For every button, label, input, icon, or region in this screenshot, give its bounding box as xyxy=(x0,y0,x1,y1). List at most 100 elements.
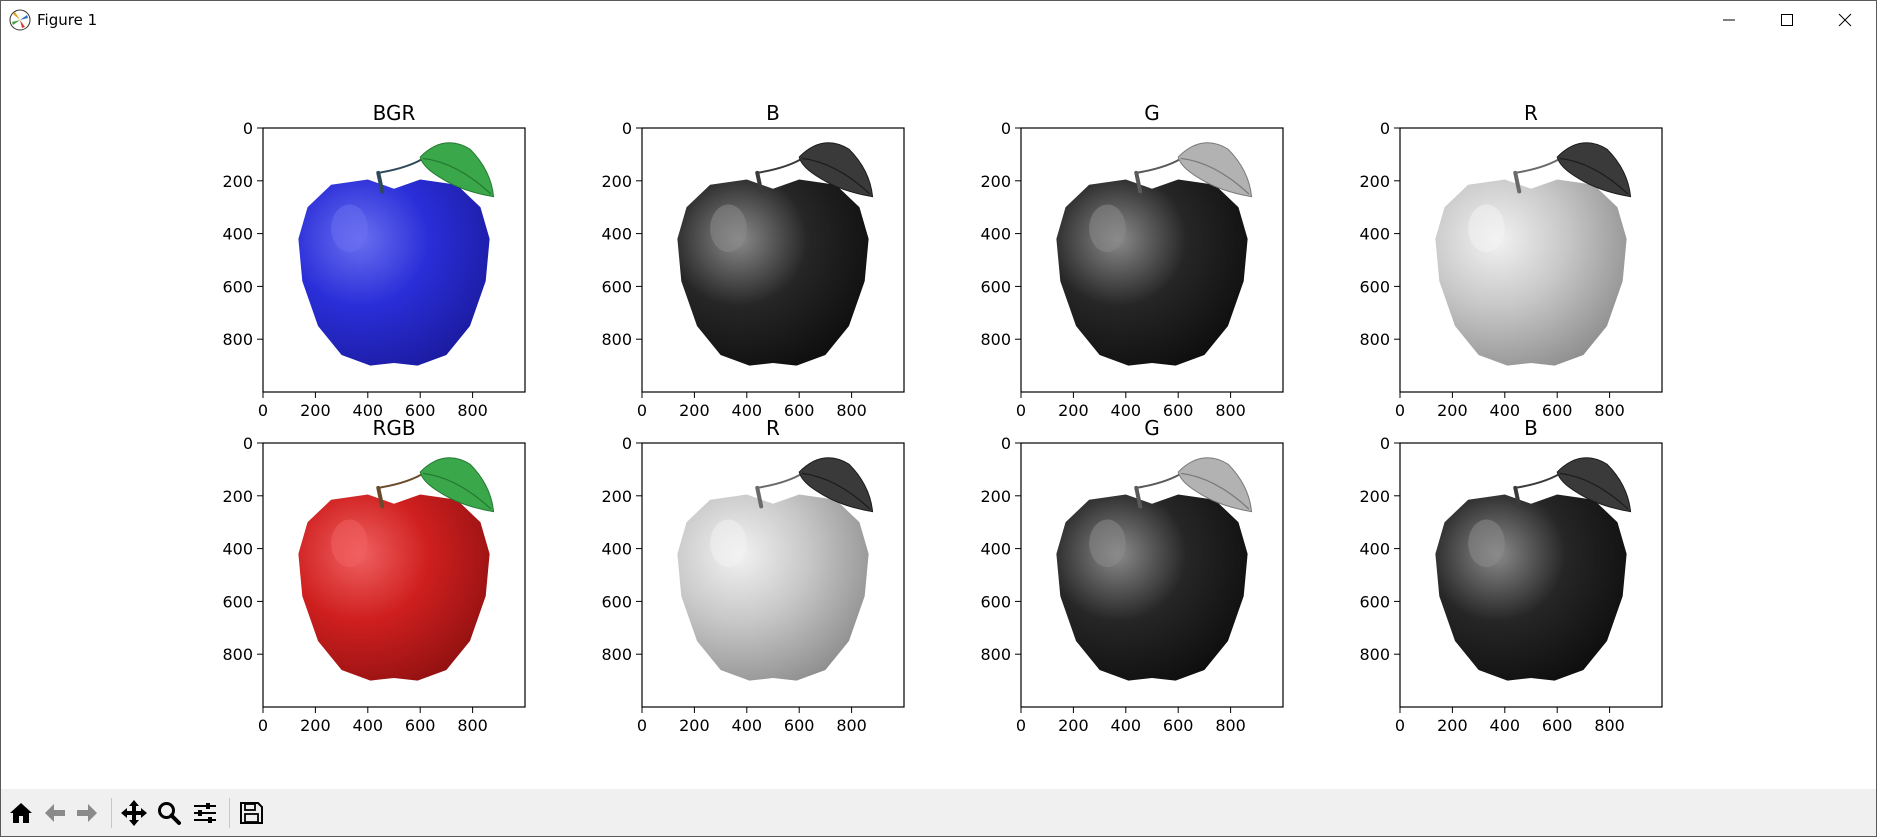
subplot-6: R 0 200 400 600 800 0 200 400 600 800 xyxy=(601,416,905,735)
x-tick-label: 600 xyxy=(405,401,436,420)
x-tick-label: 0 xyxy=(1016,716,1026,735)
subplot-title: G xyxy=(1144,101,1160,125)
x-tick-label: 400 xyxy=(1490,401,1521,420)
minimize-button[interactable] xyxy=(1700,1,1758,39)
x-tick-label: 200 xyxy=(300,401,331,420)
y-tick-label: 600 xyxy=(222,277,253,296)
apple-stem xyxy=(1134,485,1143,509)
x-tick-label: 600 xyxy=(1163,716,1194,735)
x-tick-label: 400 xyxy=(353,716,384,735)
x-tick-label: 200 xyxy=(1058,716,1089,735)
y-tick-label: 400 xyxy=(222,225,253,244)
y-tick-label: 400 xyxy=(1359,225,1390,244)
x-tick-label: 200 xyxy=(1437,716,1468,735)
apple-highlight xyxy=(710,204,747,253)
apple-stem xyxy=(1513,170,1522,194)
y-tick-label: 200 xyxy=(1359,487,1390,506)
subplot-title: RGB xyxy=(372,416,415,440)
x-tick-label: 0 xyxy=(637,401,647,420)
axes-frame xyxy=(1399,442,1663,708)
apple-highlight xyxy=(1468,519,1505,568)
x-tick-label: 400 xyxy=(732,401,763,420)
axes-frame xyxy=(641,127,905,393)
y-tick-label: 400 xyxy=(980,225,1011,244)
x-tick-label: 600 xyxy=(405,716,436,735)
y-tick-label: 800 xyxy=(1359,645,1390,664)
figure-canvas[interactable]: BGR 0 200 400 600 800 0 200 400 600 800 B 0 200 400 600… xyxy=(1,39,1876,789)
x-tick-label: 800 xyxy=(1594,401,1625,420)
x-tick-label: 800 xyxy=(457,401,488,420)
minimize-icon xyxy=(1723,19,1735,21)
y-tick-label: 0 xyxy=(1380,119,1390,138)
configure-subplots-button[interactable] xyxy=(189,797,221,829)
leaf-vein xyxy=(1559,157,1629,195)
leaf-vein xyxy=(422,157,492,195)
back-arrow-icon xyxy=(45,804,65,822)
pan-icon xyxy=(121,800,147,826)
subplot-4: R 0 200 400 600 800 0 200 400 600 800 xyxy=(1359,101,1663,420)
y-tick-label: 200 xyxy=(601,487,632,506)
close-button[interactable] xyxy=(1816,1,1874,39)
maximize-button[interactable] xyxy=(1758,1,1816,39)
zoom-button[interactable] xyxy=(153,797,185,829)
y-tick-label: 400 xyxy=(222,540,253,559)
apple-highlight xyxy=(1468,204,1505,253)
y-tick-label: 200 xyxy=(980,487,1011,506)
leaf-vein xyxy=(801,472,871,510)
y-tick-label: 600 xyxy=(601,277,632,296)
subplot-title: R xyxy=(1524,101,1538,125)
y-tick-label: 0 xyxy=(1001,434,1011,453)
x-tick-label: 200 xyxy=(679,716,710,735)
y-tick-label: 800 xyxy=(601,330,632,349)
save-button[interactable] xyxy=(235,797,267,829)
forward-button[interactable] xyxy=(71,797,103,829)
apple-stem xyxy=(755,170,764,194)
toolbar-separator xyxy=(229,798,230,828)
x-tick-label: 0 xyxy=(1395,401,1405,420)
x-tick-label: 400 xyxy=(1111,401,1142,420)
zoom-icon xyxy=(158,802,181,825)
x-tick-label: 400 xyxy=(353,401,384,420)
y-tick-label: 200 xyxy=(222,487,253,506)
subplot-title: B xyxy=(1524,416,1538,440)
y-tick-label: 600 xyxy=(1359,592,1390,611)
y-tick-label: 600 xyxy=(980,592,1011,611)
apple-highlight xyxy=(1089,204,1126,253)
pan-button[interactable] xyxy=(118,797,150,829)
subplot-2: B 0 200 400 600 800 0 200 400 600 800 xyxy=(601,101,905,420)
back-button[interactable] xyxy=(39,797,71,829)
axes-frame xyxy=(641,442,905,708)
x-tick-label: 0 xyxy=(637,716,647,735)
y-tick-label: 600 xyxy=(601,592,632,611)
x-tick-label: 800 xyxy=(1594,716,1625,735)
x-tick-label: 800 xyxy=(836,401,867,420)
y-tick-label: 800 xyxy=(980,645,1011,664)
y-tick-label: 600 xyxy=(1359,277,1390,296)
home-button[interactable] xyxy=(5,797,37,829)
title-bar[interactable]: Figure 1 xyxy=(1,1,1876,39)
y-tick-label: 400 xyxy=(601,225,632,244)
apple-stem xyxy=(755,485,764,509)
y-tick-label: 800 xyxy=(1359,330,1390,349)
x-tick-label: 0 xyxy=(1016,401,1026,420)
apple-stem xyxy=(376,170,385,194)
subplot-grid: BGR 0 200 400 600 800 0 200 400 600 800 B 0 200 400 600… xyxy=(222,101,1663,735)
y-tick-label: 800 xyxy=(601,645,632,664)
y-tick-label: 0 xyxy=(622,119,632,138)
leaf-vein xyxy=(422,472,492,510)
window-title: Figure 1 xyxy=(37,11,98,29)
close-icon xyxy=(1838,13,1852,27)
leaf-vein xyxy=(801,157,871,195)
subplot-8: B 0 200 400 600 800 0 200 400 600 800 xyxy=(1359,416,1663,735)
configure-subplots-icon xyxy=(194,803,216,823)
x-tick-label: 800 xyxy=(457,716,488,735)
apple-highlight xyxy=(331,204,368,253)
subplot-title: R xyxy=(766,416,780,440)
x-tick-label: 0 xyxy=(1395,716,1405,735)
subplot-title: BGR xyxy=(373,101,416,125)
forward-arrow-icon xyxy=(77,804,97,822)
axes-frame xyxy=(1020,127,1284,393)
y-tick-label: 200 xyxy=(601,172,632,191)
navigation-toolbar xyxy=(1,789,1876,836)
